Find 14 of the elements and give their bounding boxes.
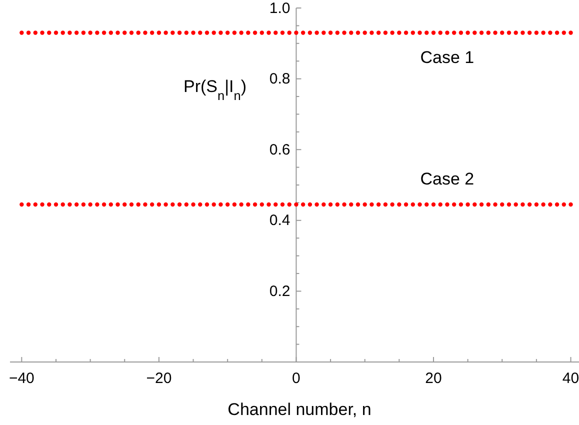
y-tick-label: 0.4 xyxy=(269,212,290,230)
x-tick-label: 40 xyxy=(562,370,579,387)
x-tick-label: 0 xyxy=(292,370,300,387)
y-tick-label: 1.0 xyxy=(269,0,290,17)
x-tick-label: −20 xyxy=(146,370,172,387)
y-tick-label: 0.2 xyxy=(269,283,290,300)
series-label: Case 2 xyxy=(420,169,474,188)
y-tick-label: 0.8 xyxy=(269,70,290,88)
series-label: Case 1 xyxy=(420,48,474,67)
y-tick-label: 0.6 xyxy=(269,141,290,158)
y-axis-title: Pr(S$_{n}$|I$_{n}$) xyxy=(184,77,246,102)
x-axis-title: Channel number, n xyxy=(228,400,372,419)
x-tick-label: 20 xyxy=(425,370,442,387)
x-tick-label: −40 xyxy=(8,370,34,387)
